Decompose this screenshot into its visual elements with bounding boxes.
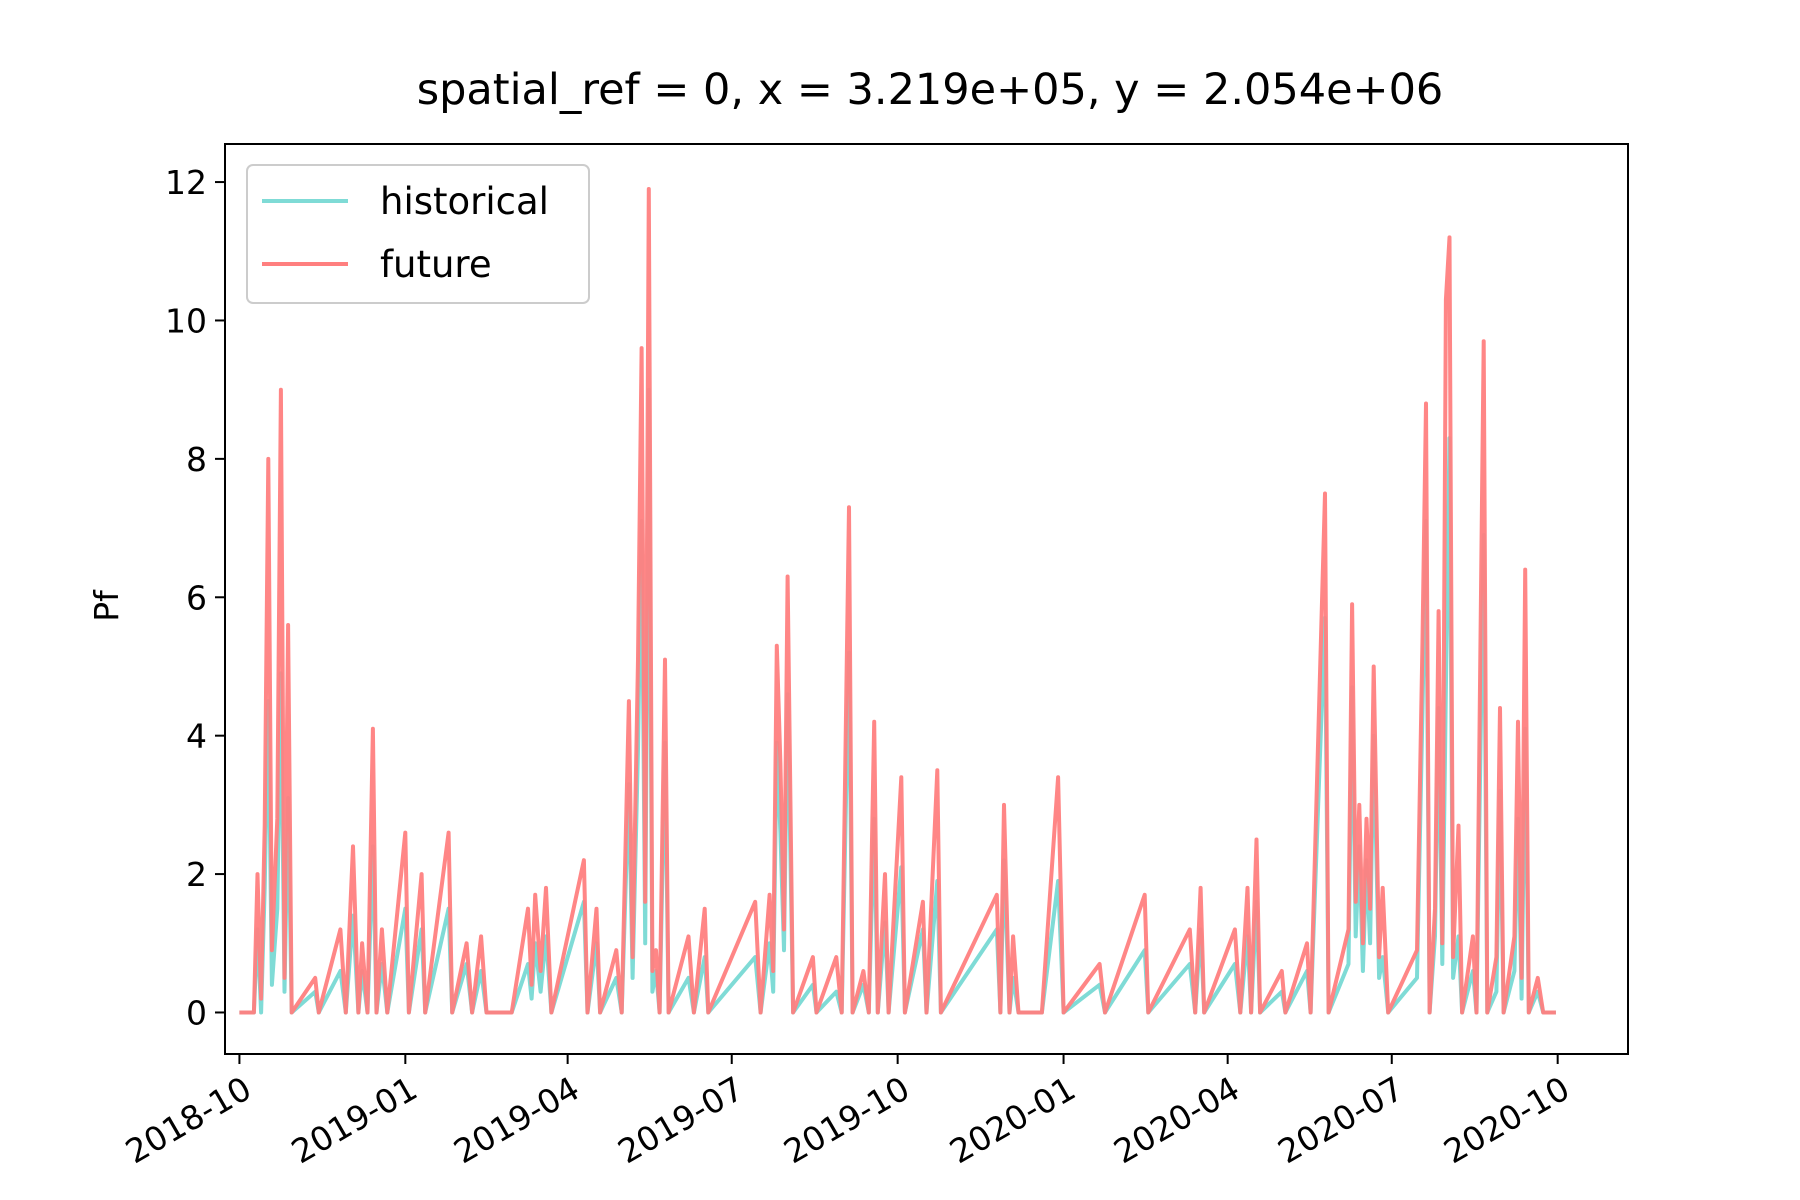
x-tick-label-2020-01: 2020-01: [943, 1069, 1082, 1172]
y-tick-label-6: 6: [186, 578, 207, 617]
y-tick-label-0: 0: [186, 993, 207, 1032]
series-line-future: [239, 187, 1556, 1015]
x-axis: 2018-10 2019-01 2019-04 2019-07 2019-10 2020-…: [119, 1054, 1576, 1171]
x-tick-label-2018-10: 2018-10: [119, 1069, 258, 1172]
y-axis: 0 2 4 6 8 10 12: [165, 163, 225, 1032]
y-tick-label-10: 10: [165, 301, 207, 340]
legend-label-historical: historical: [380, 180, 549, 223]
legend-label-future: future: [380, 243, 492, 286]
plot-frame: [224, 143, 1629, 1055]
chart-title: spatial_ref = 0, x = 3.219e+05, y = 2.05…: [417, 65, 1444, 115]
x-tick-label-2020-10: 2020-10: [1437, 1069, 1576, 1172]
y-axis-label: Pf: [87, 589, 126, 622]
series-layer: [239, 187, 1556, 1015]
x-tick-label-2019-10: 2019-10: [777, 1069, 916, 1172]
x-tick-label-2019-07: 2019-07: [611, 1069, 750, 1172]
legend: historical future: [246, 164, 590, 304]
x-tick-label-2019-01: 2019-01: [285, 1069, 424, 1172]
y-tick-label-12: 12: [165, 163, 207, 202]
x-tick-label-2020-07: 2020-07: [1271, 1069, 1410, 1172]
x-tick-label-2019-04: 2019-04: [447, 1069, 586, 1172]
x-tick-label-2020-04: 2020-04: [1107, 1069, 1246, 1172]
y-tick-label-4: 4: [186, 717, 207, 756]
y-tick-label-8: 8: [186, 440, 207, 479]
y-tick-label-2: 2: [186, 855, 207, 894]
